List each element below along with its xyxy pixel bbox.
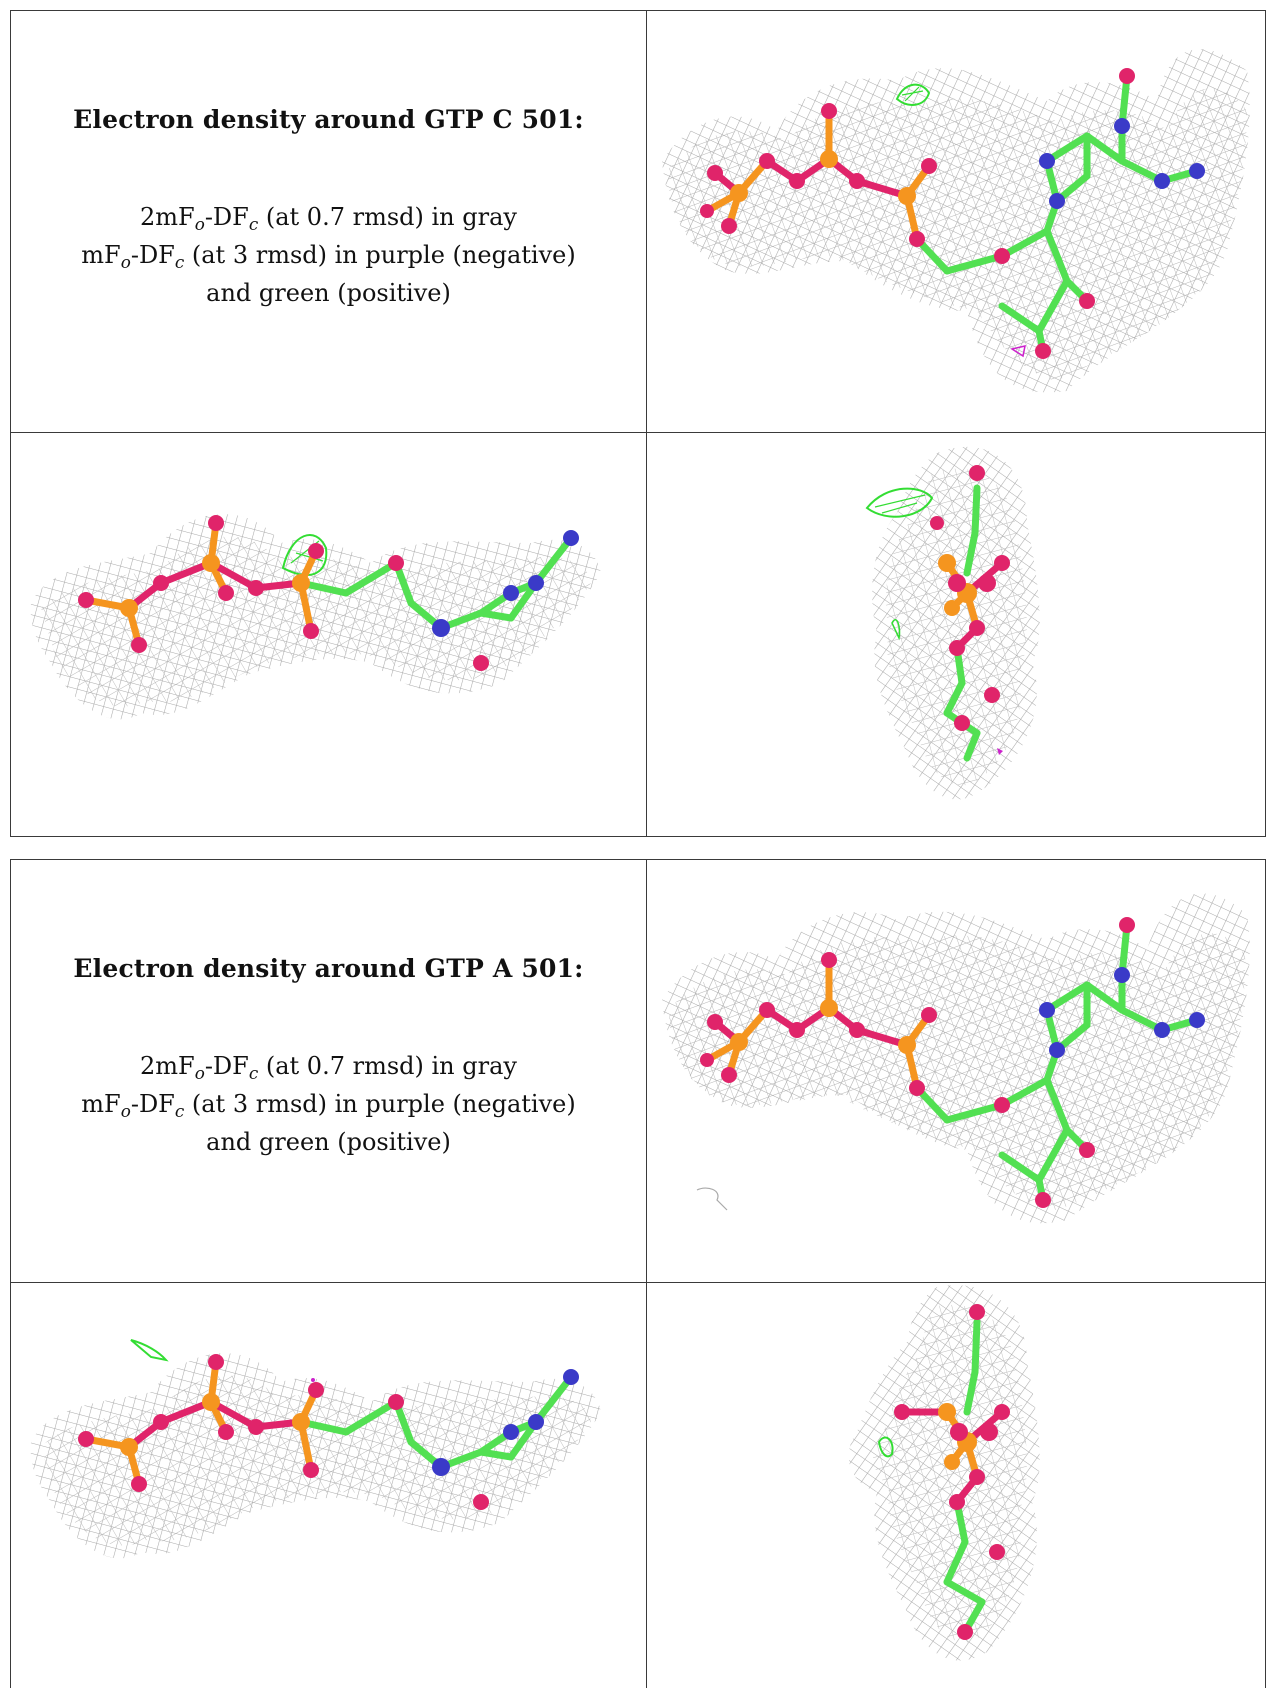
column-divider (646, 11, 647, 836)
positive-density-blob (865, 487, 934, 641)
panel-title: Electron density around GTP A 501: (73, 954, 584, 983)
atoms (894, 1304, 1010, 1640)
atoms (700, 68, 1205, 359)
negative-density-blob (311, 1378, 315, 1382)
density-view-end-on (647, 433, 1267, 838)
molecule-render-front (662, 893, 1250, 1224)
map-description-2fofc: 2mFo-DFc (at 0.7 rmsd) in gray (140, 1052, 517, 1084)
panel-title: Electron density around GTP C 501: (73, 105, 584, 134)
map-description-fofc: mFo-DFc (at 3 rmsd) in purple (negative) (81, 1090, 576, 1122)
atoms (78, 515, 579, 671)
density-view-side (11, 433, 646, 838)
atoms (78, 1354, 579, 1510)
density-view-side (11, 1282, 646, 1687)
density-mesh (662, 893, 1250, 1224)
density-view-front (647, 11, 1267, 432)
atoms (930, 465, 1010, 731)
positive-density-blob (895, 83, 931, 106)
figure-block-gtp-a-501: Electron density around GTP A 501: 2mFo-… (10, 859, 1266, 1688)
positive-density-blob (130, 1339, 169, 1362)
figure-block-gtp-c-501: Electron density around GTP C 501: 2mFo-… (10, 10, 1266, 837)
negative-density-blob (997, 748, 1003, 755)
density-mesh (662, 49, 1250, 393)
caption-cell: Electron density around GTP C 501: 2mFo-… (11, 11, 646, 432)
density-mesh (872, 446, 1040, 800)
molecule-render-side (30, 514, 601, 720)
row-divider (11, 1282, 1265, 1283)
density-view-front (647, 860, 1267, 1281)
caption-cell: Electron density around GTP A 501: 2mFo-… (11, 860, 646, 1281)
molecule-render-end-on (848, 1285, 1040, 1661)
map-description-2fofc: 2mFo-DFc (at 0.7 rmsd) in gray (140, 203, 517, 235)
atoms (700, 917, 1205, 1208)
map-description-fofc: mFo-DFc (at 3 rmsd) in purple (negative) (81, 241, 576, 273)
density-mesh (848, 1285, 1040, 1661)
negative-density-blob (1010, 345, 1026, 358)
column-divider (646, 860, 647, 1688)
molecule-render-front (662, 49, 1250, 393)
molecule-render-side (30, 1339, 601, 1559)
molecule-render-end-on (865, 446, 1040, 800)
map-description-positive: and green (positive) (206, 1128, 451, 1156)
row-divider (11, 432, 1265, 433)
density-view-end-on (647, 1282, 1267, 1687)
map-description-positive: and green (positive) (206, 279, 451, 307)
positive-density-blob (877, 1436, 894, 1458)
